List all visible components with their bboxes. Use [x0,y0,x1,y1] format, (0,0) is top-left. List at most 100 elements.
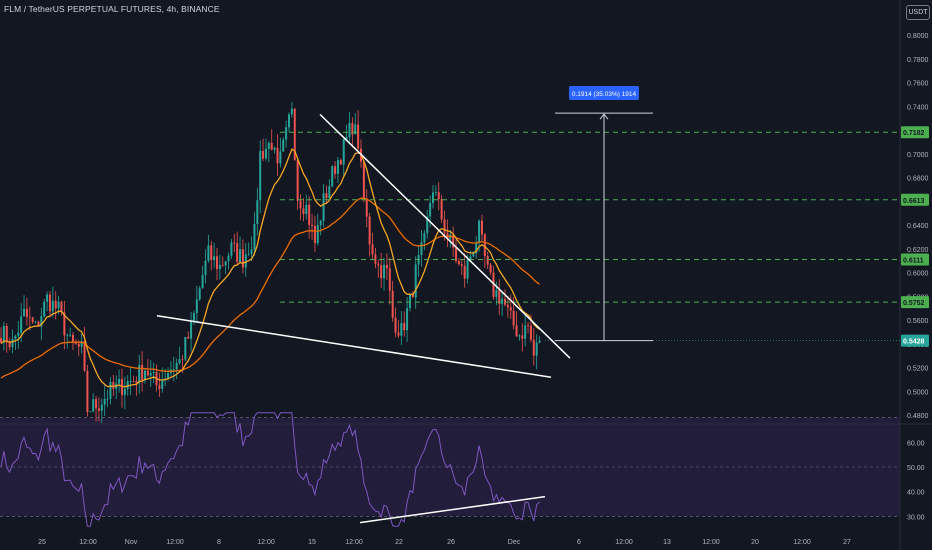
candle-body [236,243,239,262]
currency-button[interactable]: USDT [906,5,930,20]
candle-body [501,298,504,304]
candle-body [118,378,121,384]
candle-body [469,256,472,261]
candle-body [244,254,247,268]
time-tick-label: Dec [508,539,521,546]
candle-body [213,256,216,260]
candle-body [86,370,89,413]
candle-body [308,204,311,225]
candle-body [313,225,316,244]
candle-body [123,388,126,395]
candles [0,101,541,423]
candle-body [276,147,279,164]
candle-body [239,249,242,262]
level-label: 0.6613 [903,198,925,205]
candle-body [296,160,299,201]
candle-body [267,142,270,149]
candle-body [129,380,132,382]
rsi-tick-label: 40.00 [907,490,925,497]
candle-body [463,265,466,279]
level-label: 0.5752 [903,300,925,307]
candle-body [100,404,103,411]
price-tick-label: 0.6200 [907,247,929,254]
level-label: 0.6111 [903,257,924,264]
level-label: 0.7182 [903,130,925,137]
candle-body [527,325,530,327]
rsi-tick-label: 60.00 [907,440,925,447]
candle-body [152,371,155,374]
candle-body [69,334,72,336]
level-label-bg [901,296,929,309]
candle-body [357,124,360,149]
ema-slow-line [0,197,540,379]
candle-body [371,244,374,255]
price-tick-label: 0.7600 [907,81,929,88]
candle-body [83,341,86,371]
candle-body [322,193,325,221]
candle-body [54,300,57,309]
candle-body [92,399,95,412]
candle-body [408,293,411,309]
candle-body [311,224,314,226]
candle-body [429,203,432,217]
candle-body [198,288,201,300]
candle-body [279,151,282,164]
candle-body [77,343,80,347]
candle-body [414,264,417,298]
candle-body [299,200,302,209]
candle-body [63,312,66,336]
candle-body [368,216,371,245]
time-tick-label: 6 [577,539,581,546]
candle-body [411,293,414,298]
candle-body [270,142,273,150]
candle-body [80,341,83,347]
candle-body [195,299,198,314]
candle-body [475,243,478,254]
rsi-divergence-line [359,495,546,524]
candle-body [95,399,98,409]
candle-body [452,234,455,248]
candle-body [158,385,161,389]
time-tick-label: 12:00 [793,539,811,546]
candle-body [434,192,437,194]
candle-body [538,340,541,343]
candle-body [207,245,210,261]
price-tick-label: 0.5600 [907,318,929,325]
candle-body [342,139,345,165]
candle-body [489,264,492,273]
candle-body [23,308,26,317]
candle-body [112,382,115,389]
candle-body [256,200,259,225]
candle-body [14,335,17,340]
candle-body [259,150,262,201]
candle-body [230,242,233,256]
candle-body [293,108,296,161]
candle-body [420,242,423,256]
time-tick-label: 12:00 [702,539,720,546]
candle-body [426,216,429,234]
candle-body [227,255,230,262]
candle-body [11,339,14,348]
price-tick-label: 0.7800 [907,57,929,64]
candle-body [0,337,2,343]
time-tick-label: 15 [308,539,316,546]
candle-body [34,321,37,323]
candle-body [336,159,339,174]
candle-body [190,321,193,339]
candle-body [460,264,463,266]
candle-body [46,294,49,302]
candle-body [437,192,440,200]
candle-body [187,337,190,339]
candle-body [478,220,481,244]
time-tick-label: 20 [751,539,759,546]
candle-body [144,370,146,381]
time-tick-label: Nov [125,539,138,546]
candle-body [423,233,426,243]
candle-body [285,127,288,140]
candle-body [5,326,8,343]
candle-body [161,379,164,389]
time-tick-label: 8 [217,539,221,546]
candle-body [51,300,54,312]
rsi-line [0,412,540,527]
